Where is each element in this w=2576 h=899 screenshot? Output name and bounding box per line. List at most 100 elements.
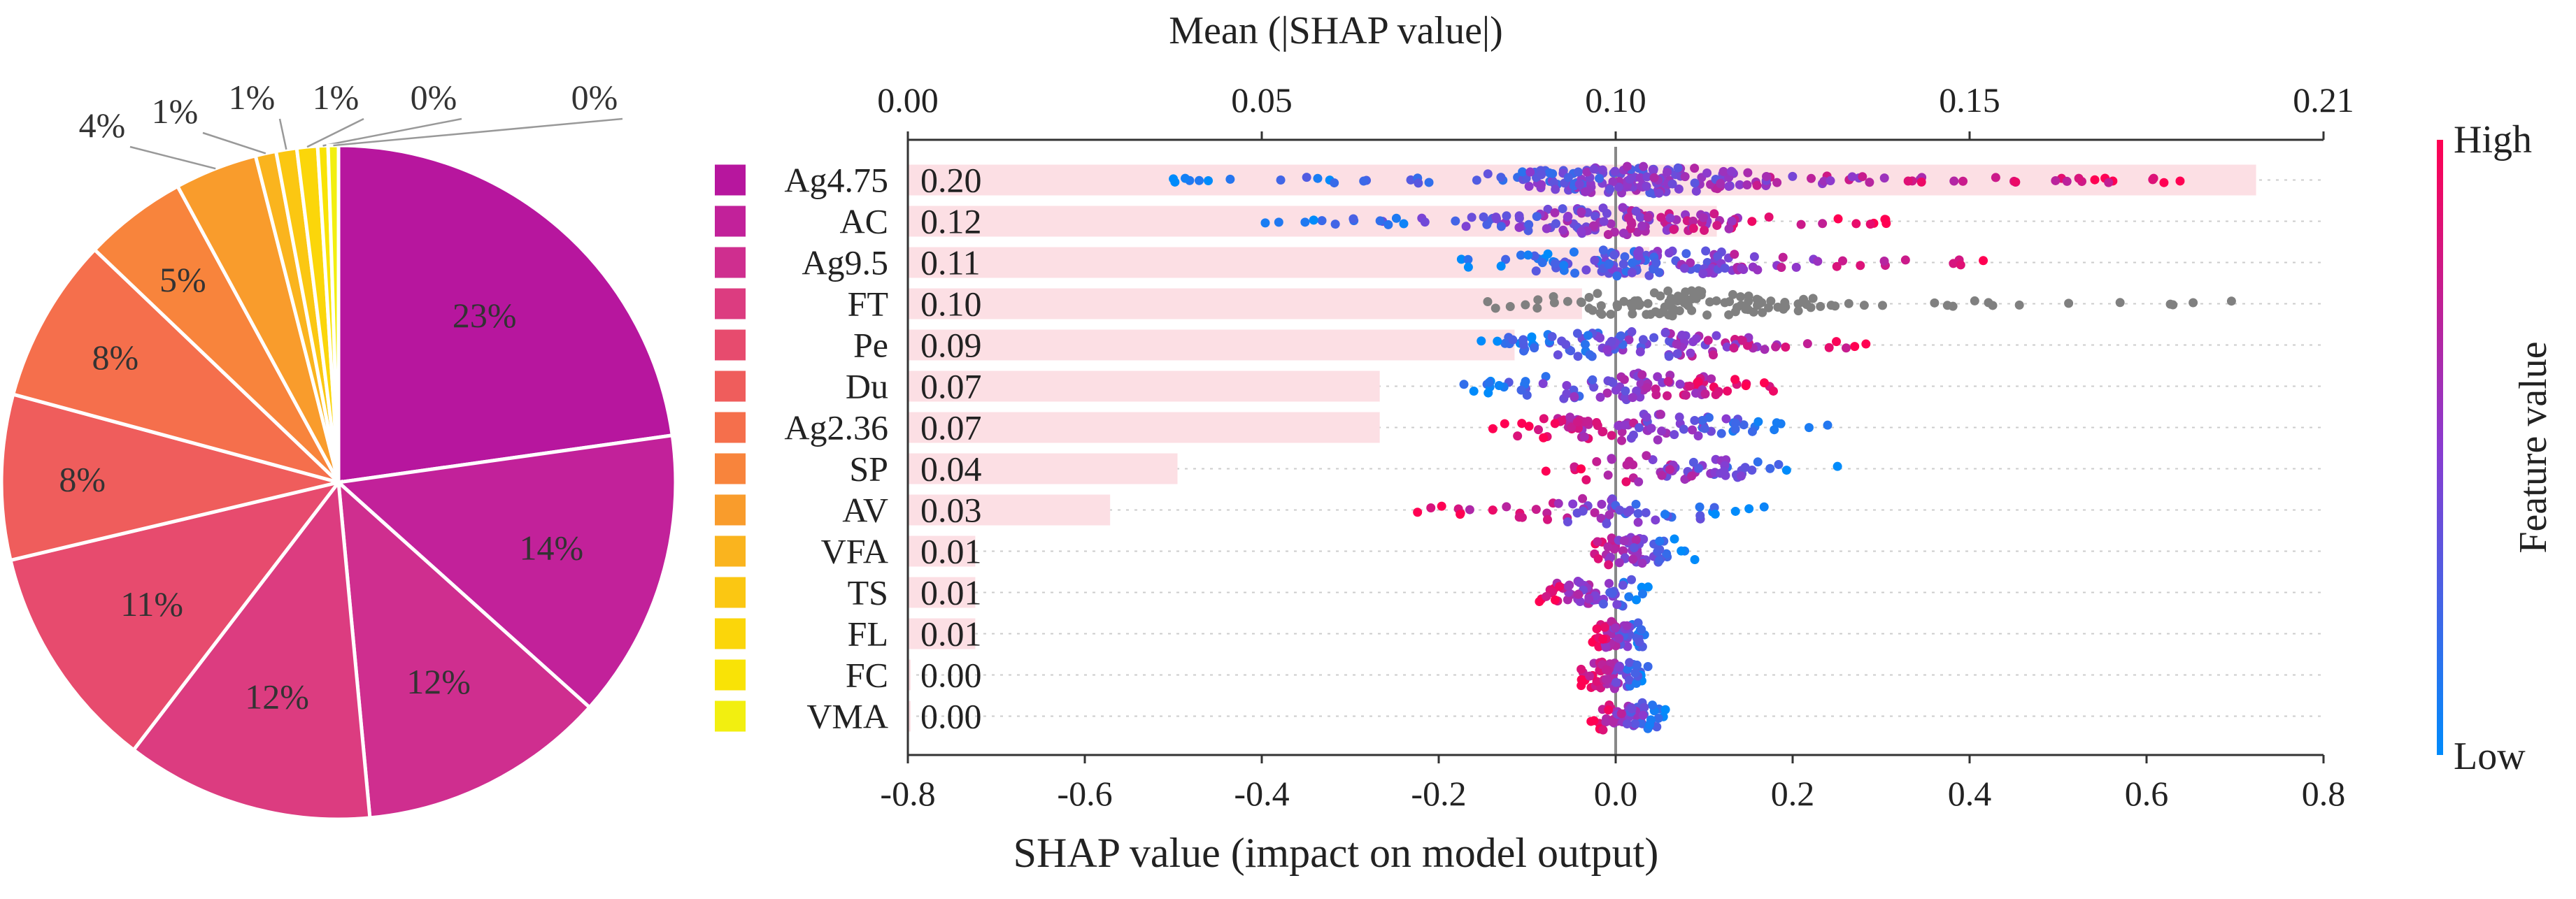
shap-point [1728,289,1738,299]
mean-shap-bars [908,164,2256,732]
pie-leader-line [333,117,623,147]
shap-point [1643,661,1653,671]
shap-point [1359,176,1369,186]
shap-point [1563,517,1572,527]
shap-point [1610,166,1620,176]
shap-point [1681,390,1691,400]
shap-point [1741,381,1751,391]
shap-point [1484,377,1494,387]
shap-point [1730,506,1740,516]
legend-swatch-ag95 [715,247,746,278]
shap-point [1833,214,1843,224]
shap-point [1553,350,1563,360]
shap-point [2168,300,2178,310]
shap-point [1580,187,1590,196]
shap-point [1639,703,1649,712]
shap-point [1643,582,1653,592]
shap-point [1317,216,1327,226]
shap-point [1695,511,1705,521]
shap-point [1524,220,1534,229]
pie-label-vma: 0% [571,78,618,117]
shap-point [1670,305,1679,315]
x-tick-label: 0.0 [1594,774,1638,813]
shap-point [1630,719,1640,728]
shap-point [1627,575,1637,584]
shap-point [1744,504,1754,514]
shap-point [1652,722,1662,732]
shap-point [1653,713,1663,723]
shap-point [1563,173,1573,182]
shap-point [1739,420,1749,430]
shap-point [1700,389,1710,398]
shap-point [1690,178,1700,188]
shap-point [1679,264,1689,273]
x-tick-label: -0.2 [1411,774,1466,813]
shap-point [2115,298,2125,308]
shap-point [1832,261,1842,271]
shap-point [1578,494,1588,503]
shap-point [1620,252,1630,261]
shap-point [1691,186,1701,196]
shap-point [1708,350,1718,360]
shap-point [1698,269,1708,279]
pie-label-sp: 5% [159,260,206,299]
pie-slice-ft [131,477,372,821]
shap-point [1609,250,1619,260]
shap-point [1670,430,1679,440]
legend-swatch-ac [715,206,746,237]
shap-point [1620,393,1630,403]
shap-point [1612,302,1622,312]
shap-point [1948,301,1958,311]
shap-point [1686,348,1695,358]
shap-point [1488,424,1497,433]
shap-point [1614,558,1624,568]
shap-point [1730,424,1740,434]
shap-point [1567,422,1577,432]
feature-label-vma: VMA [806,697,888,736]
shap-point [1604,259,1614,268]
shap-point [1688,457,1698,467]
shap-point [2226,296,2236,306]
shap-point [1516,385,1526,395]
shap-point [1701,246,1711,256]
shap-point [1760,345,1770,354]
shap-point [1583,416,1593,426]
shap-point [1655,536,1665,546]
shap-point [1181,173,1190,183]
shap-point [1524,422,1534,431]
shap-point [1765,463,1775,473]
shap-point [1626,299,1636,308]
shap-point [1610,623,1620,633]
shap-point [1595,173,1604,183]
pie-label-fl: 1% [313,78,360,117]
shap-point [1796,220,1806,229]
shap-point [1592,624,1602,634]
shap-point [1513,431,1523,441]
shap-point [1598,245,1608,255]
shap-point [1463,254,1473,264]
shap-point [1313,173,1323,183]
shap-point [1832,337,1842,347]
shap-point [1555,582,1565,591]
shap-point [1693,377,1703,387]
shap-point [1791,262,1801,272]
pie-slice-ag95 [336,477,592,820]
shap-point [1681,249,1691,259]
shap-point [1602,388,1612,398]
shap-point [1461,222,1471,231]
shap-point [1527,332,1537,342]
shap-point [1833,461,1842,471]
shap-point [1703,336,1713,345]
shap-point [1551,185,1560,194]
shap-point [1541,372,1551,382]
shap-point [1603,470,1613,480]
shap-point [1713,252,1723,261]
feature-label-ag95: Ag9.5 [802,243,888,282]
shap-point [1530,343,1539,353]
shap-point [1494,381,1504,391]
mean-value-label-pe: 0.09 [920,326,982,365]
shap-point [2014,300,2024,310]
mean-value-label-ts: 0.01 [920,573,982,612]
shap-point [1627,704,1637,714]
shap-point [1531,266,1541,276]
